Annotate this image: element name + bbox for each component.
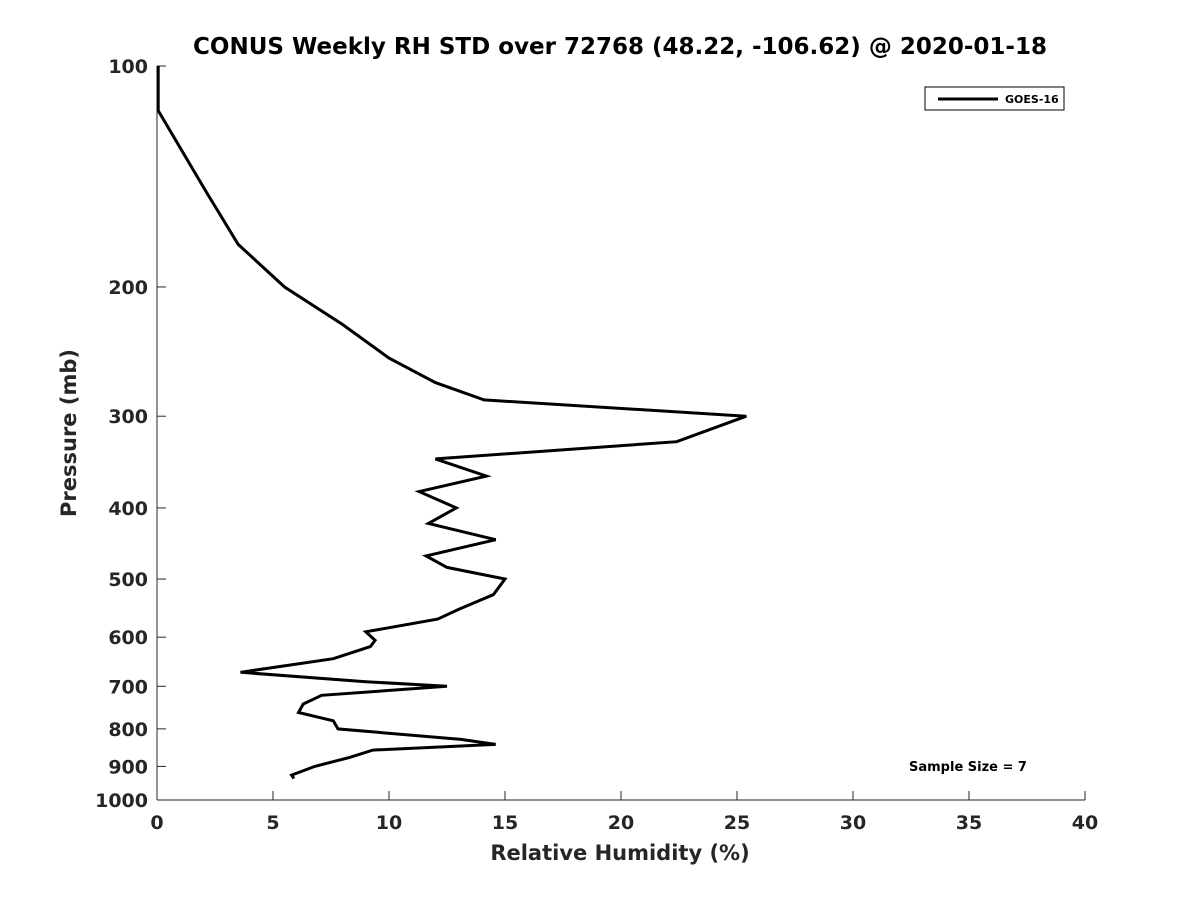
x-tick-label: 10 (376, 812, 402, 834)
x-tick-label: 35 (956, 812, 982, 834)
plot-area: 0 5 10 15 20 25 30 35 40 100 200 300 400 500 600 700 800… (95, 56, 1098, 834)
x-tick-label: 5 (266, 812, 279, 834)
y-tick-label: 900 (108, 756, 148, 778)
y-tick-label: 500 (108, 569, 148, 591)
y-tick-label: 100 (108, 56, 148, 78)
x-tick-label: 40 (1072, 812, 1098, 834)
y-tick-label: 200 (108, 277, 148, 299)
legend-label-goes-16: GOES-16 (1005, 93, 1059, 106)
x-tick-label: 30 (840, 812, 866, 834)
y-tick-label: 700 (108, 676, 148, 698)
x-tick-label: 0 (150, 812, 163, 834)
y-tick-label: 1000 (95, 790, 148, 812)
sample-size-annotation: Sample Size = 7 (909, 760, 1027, 775)
y-tick-label: 300 (108, 406, 148, 428)
x-tick-label: 20 (608, 812, 634, 834)
y-tick-label: 400 (108, 498, 148, 520)
series-line-goes-16 (156, 66, 747, 780)
chart-title: CONUS Weekly RH STD over 72768 (48.22, -… (193, 34, 1047, 60)
x-tick-label: 15 (492, 812, 518, 834)
x-axis-label: Relative Humidity (%) (490, 841, 749, 865)
y-axis-label: Pressure (mb) (57, 349, 81, 517)
y-tick-label: 600 (108, 627, 148, 649)
y-tick-label: 800 (108, 719, 148, 741)
x-tick-label: 25 (724, 812, 750, 834)
legend: GOES-16 (924, 86, 1065, 111)
